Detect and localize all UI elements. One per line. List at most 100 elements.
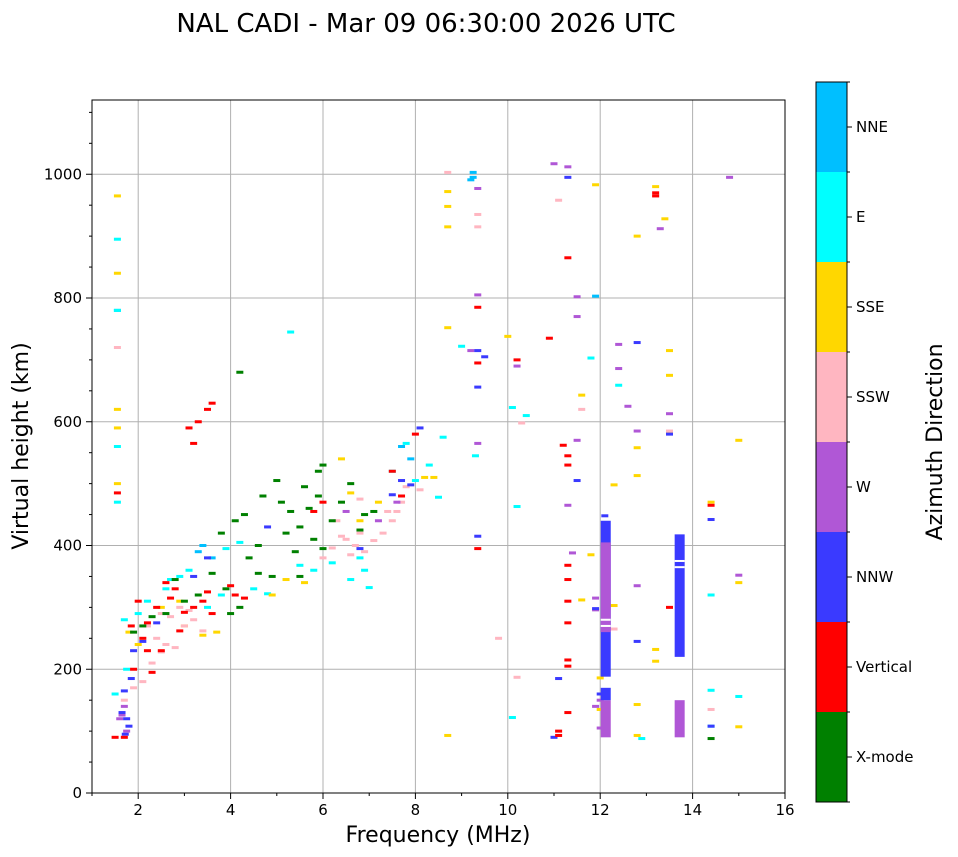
data-point-w (596, 726, 604, 730)
data-point-x-mode (319, 547, 327, 551)
data-point-nnw (596, 692, 604, 696)
data-point-e (120, 618, 128, 622)
colorbar-segment-nnw (816, 532, 847, 622)
data-point-w (592, 596, 600, 600)
data-point-sse (587, 553, 595, 557)
data-point-vertical (513, 358, 521, 362)
data-point-x-mode (314, 494, 322, 498)
data-point-x-mode (282, 531, 290, 535)
data-point-e (264, 592, 272, 596)
data-point-nnw (474, 349, 482, 353)
data-point-vertical (231, 593, 239, 597)
data-point-nnw (204, 556, 211, 560)
data-point-vertical (171, 587, 179, 591)
data-point-ssw (356, 531, 364, 535)
data-point-vertical (411, 432, 419, 436)
data-point-nnw (601, 514, 609, 518)
data-point-e (113, 500, 121, 504)
data-point-vertical (555, 729, 563, 733)
data-point-e (615, 383, 623, 387)
data-point-sse (444, 733, 452, 737)
y-tick-label: 1000 (44, 165, 82, 183)
data-point-w (633, 584, 641, 588)
data-point-vertical (564, 463, 572, 467)
data-point-e (458, 344, 466, 348)
data-point-sse (113, 194, 121, 198)
data-point-e (402, 441, 410, 445)
data-point-sse (374, 500, 382, 504)
data-point-w (550, 162, 558, 166)
data-point-vertical (564, 599, 572, 603)
data-point-nne (407, 457, 415, 461)
echo-bar-nnw (674, 534, 685, 657)
colorbar-segment-sse (816, 262, 847, 352)
data-point-vertical (208, 612, 216, 616)
data-point-w (573, 438, 581, 442)
data-point-x-mode (310, 537, 318, 541)
data-point-w (735, 573, 743, 577)
data-point-w (513, 364, 521, 368)
data-point-x-mode (254, 544, 262, 547)
data-point-sse (633, 733, 641, 737)
data-point-sse (666, 349, 673, 353)
data-point-x-mode (268, 574, 276, 578)
data-point-e (471, 454, 479, 458)
y-tick-label: 600 (53, 413, 82, 431)
data-point-e (707, 688, 715, 692)
data-point-nnw (125, 724, 133, 728)
data-point-nne (194, 550, 202, 554)
data-point-sse (652, 647, 660, 651)
data-point-sse (444, 190, 452, 194)
colorbar-frame (815, 81, 848, 803)
data-point-nnw (416, 426, 424, 430)
data-point-vertical (474, 547, 482, 551)
data-point-ssw (113, 346, 121, 349)
data-point-ssw (120, 698, 128, 702)
data-point-ssw (351, 544, 359, 547)
data-point-ssw (610, 627, 618, 631)
data-point-w (592, 704, 600, 708)
data-point-vertical (564, 454, 572, 458)
x-tick-label: 12 (591, 801, 610, 819)
data-point-vertical (545, 336, 553, 340)
data-point-x-mode (171, 578, 179, 582)
data-point-ssw (444, 170, 452, 174)
data-point-sse (213, 630, 221, 634)
data-point-e (735, 694, 743, 698)
colorbar-segment-x-mode (816, 712, 847, 802)
data-point-vertical (162, 581, 170, 585)
data-point-w (116, 717, 124, 721)
data-point-w (393, 500, 401, 504)
data-point-vertical (153, 605, 161, 609)
data-point-ssw (578, 407, 586, 411)
data-point-e (167, 578, 175, 582)
data-point-nnw (633, 639, 641, 643)
data-point-sse (652, 185, 660, 189)
data-point-ssw (518, 421, 526, 425)
data-point-vertical (113, 491, 121, 495)
data-point-sse (356, 519, 364, 523)
data-point-ssw (143, 624, 151, 628)
colorbar-segment-w (816, 442, 847, 532)
data-point-vertical (398, 494, 406, 498)
data-point-w (123, 729, 131, 733)
data-point-e (222, 547, 230, 551)
data-point-e (347, 578, 355, 582)
colorbar-segment-e (816, 172, 847, 262)
data-point-nnw (481, 355, 489, 359)
data-point-ssw (130, 686, 138, 690)
data-point-sse (592, 183, 600, 187)
data-point-vertical (227, 584, 235, 588)
data-point-ssw (370, 539, 378, 543)
data-point-x-mode (259, 494, 267, 498)
data-point-sse (661, 217, 669, 221)
data-point-ssw (342, 537, 350, 541)
x-tick-label: 16 (775, 801, 794, 819)
data-point-nne (592, 294, 600, 298)
data-point-x-mode (130, 630, 138, 634)
data-point-nnw (139, 639, 147, 643)
data-point-ssw (162, 643, 170, 646)
echo-bar-gap (600, 618, 611, 621)
data-point-w (726, 175, 734, 179)
